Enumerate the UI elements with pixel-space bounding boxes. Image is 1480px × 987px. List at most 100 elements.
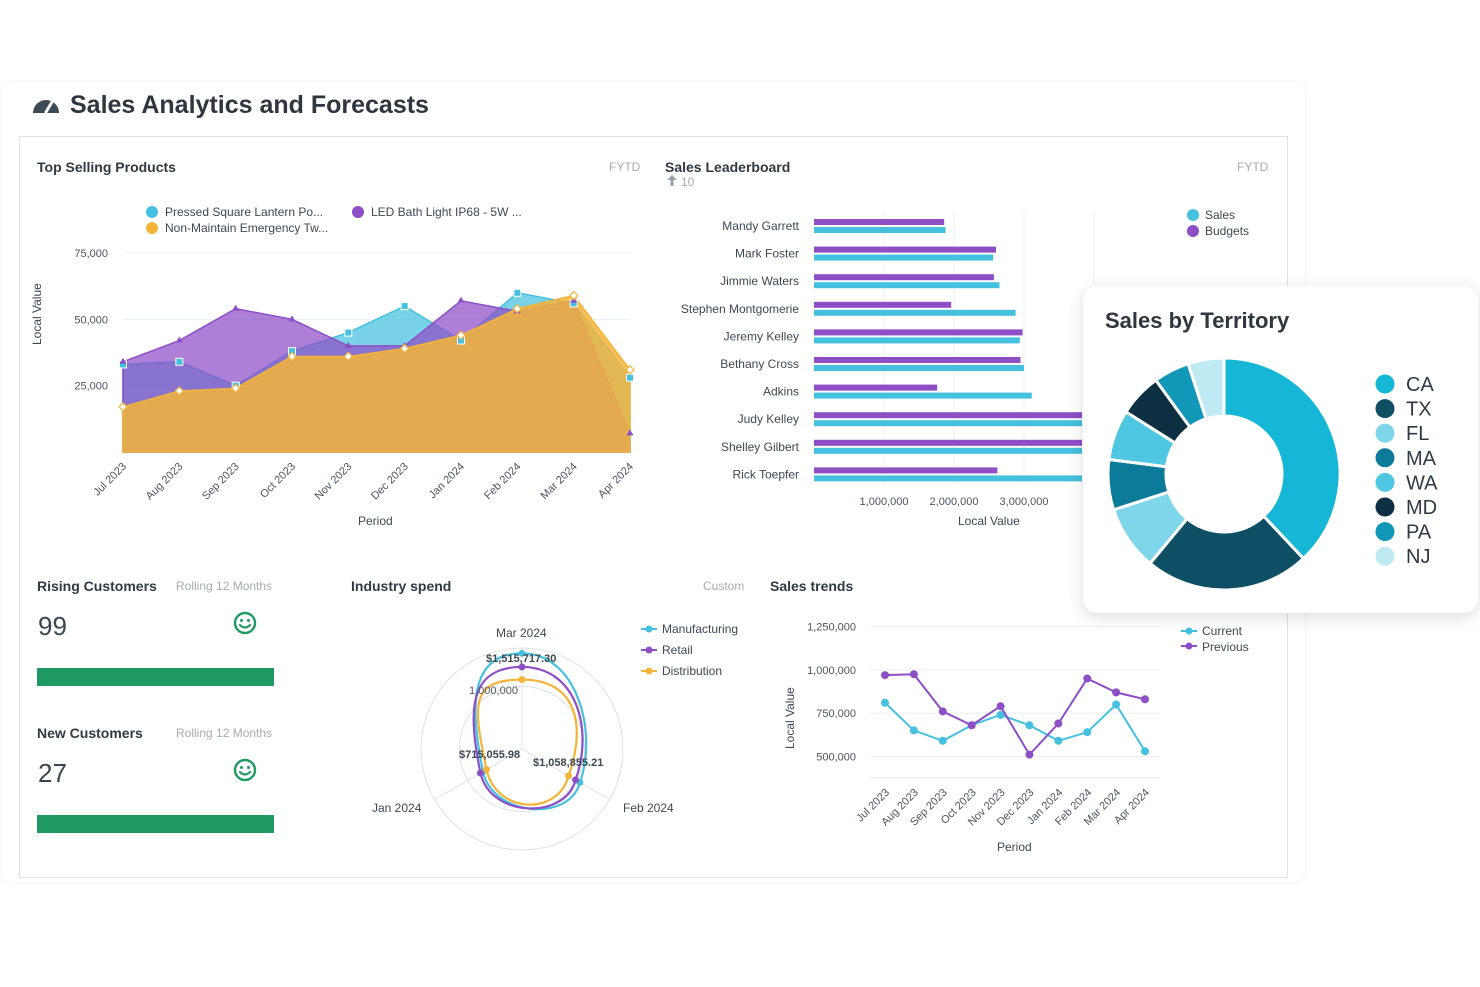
legend-item[interactable]: Manufacturing [662,622,739,636]
legend-item[interactable]: Sales [1205,208,1236,222]
top-products-title: Top Selling Products [37,159,176,175]
y-tick-label: Mandy Garrett [722,219,799,233]
legend-dot [1375,374,1395,394]
data-point [518,649,526,657]
bar-budget [814,357,1021,363]
legend-item[interactable]: Retail [662,643,693,657]
data-point [1025,721,1034,730]
y-tick-label: 1,250,000 [807,622,856,634]
data-point [174,386,185,396]
data-point [344,328,353,337]
legend-item[interactable]: Current [1202,624,1243,638]
bar-sales [814,337,1020,344]
x-axis-title: Period [358,514,393,528]
radar-series [476,678,578,806]
legend-item[interactable]: Budgets [1205,224,1250,238]
bar-sales [814,254,994,261]
data-point [909,670,918,679]
data-point [1083,674,1092,683]
data-point [343,351,354,362]
data-point [568,290,579,301]
legend-item[interactable]: Non-Maintain Emergency Tw... [165,221,329,235]
smiley-icon [233,758,257,782]
bar-sales [814,365,1024,371]
legend-dot [1187,225,1199,237]
rising-customers-value: 99 [38,611,67,641]
legend-dot [146,222,158,234]
data-point [1025,750,1034,759]
territory-title: Sales by Territory [1105,308,1290,333]
rising-customers-progress [37,668,274,686]
legend-dot [1375,546,1395,566]
radar-series [472,665,584,810]
data-point [288,315,296,322]
legend-item[interactable]: Previous [1202,640,1249,654]
data-point [1054,736,1063,745]
legend-dot [1375,472,1395,492]
data-point [1083,728,1092,737]
y-tick-label: Mark Foster [735,247,799,261]
y-tick-label: 750,000 [816,708,856,720]
radar-axis-label: Mar 2024 [496,626,547,640]
data-point [232,304,240,311]
y-tick-label: Jeremy Kelley [724,329,799,343]
legend-label: NJ [1406,546,1430,568]
data-point [1112,700,1121,709]
radar-axis-label: Jan 2024 [372,801,422,815]
data-point [572,776,580,784]
data-point [513,288,522,297]
data-point [456,330,466,341]
x-tick-label: 3,000,000 [1000,496,1049,508]
bar-budget [814,274,994,281]
new-customers-title: New Customers [37,725,143,741]
sales-trends-title: Sales trends [770,578,854,594]
legend-dot [1187,209,1199,221]
radar-axis-label: Feb 2024 [623,801,674,815]
data-point [175,357,184,366]
bar-sales [814,282,1000,289]
bar-budget [814,384,938,391]
top-products-tag: FYTD [609,160,641,174]
data-point [1141,695,1149,704]
y-tick-label: Judy Kelley [738,412,799,426]
data-point [400,302,409,311]
data-point [344,341,352,348]
legend-item[interactable]: Pressed Square Lantern Po... [165,205,324,219]
y-tick-label: 75,000 [74,248,108,260]
data-point [996,702,1005,711]
bar-sales [814,447,1082,454]
industry-spend-title: Industry spend [351,578,452,594]
legend-label: CA [1406,374,1434,396]
y-tick-label: 50,000 [74,314,108,326]
data-point [625,364,635,375]
legend-line-marker [641,625,657,675]
data-point [476,769,484,777]
radar-ring-label: 1,000,000 [469,685,518,697]
new-customers-tag: Rolling 12 Months [176,726,273,740]
legend-label: WA [1406,472,1438,494]
line-series [884,673,1146,757]
legend-item[interactable]: LED Bath Light IP68 - 5W ... [371,205,522,219]
legend-item[interactable]: Distribution [662,664,723,678]
leaderboard-title: Sales Leaderboard [665,159,791,175]
new-customers-value: 27 [38,758,67,788]
leaderboard-count: 10 [681,175,695,189]
x-axis-title: Period [997,840,1032,854]
data-point [518,676,526,684]
legend-dot [1375,497,1395,517]
bar-sales [814,227,946,233]
data-point [518,663,526,671]
bar-budget [814,301,952,308]
data-point [119,357,127,364]
bar-budget [814,246,996,253]
legend-dot [352,206,364,218]
data-point [909,726,918,735]
data-point [1054,719,1063,728]
bar-budget [814,439,1082,446]
rising-customers-title: Rising Customers [37,578,157,594]
